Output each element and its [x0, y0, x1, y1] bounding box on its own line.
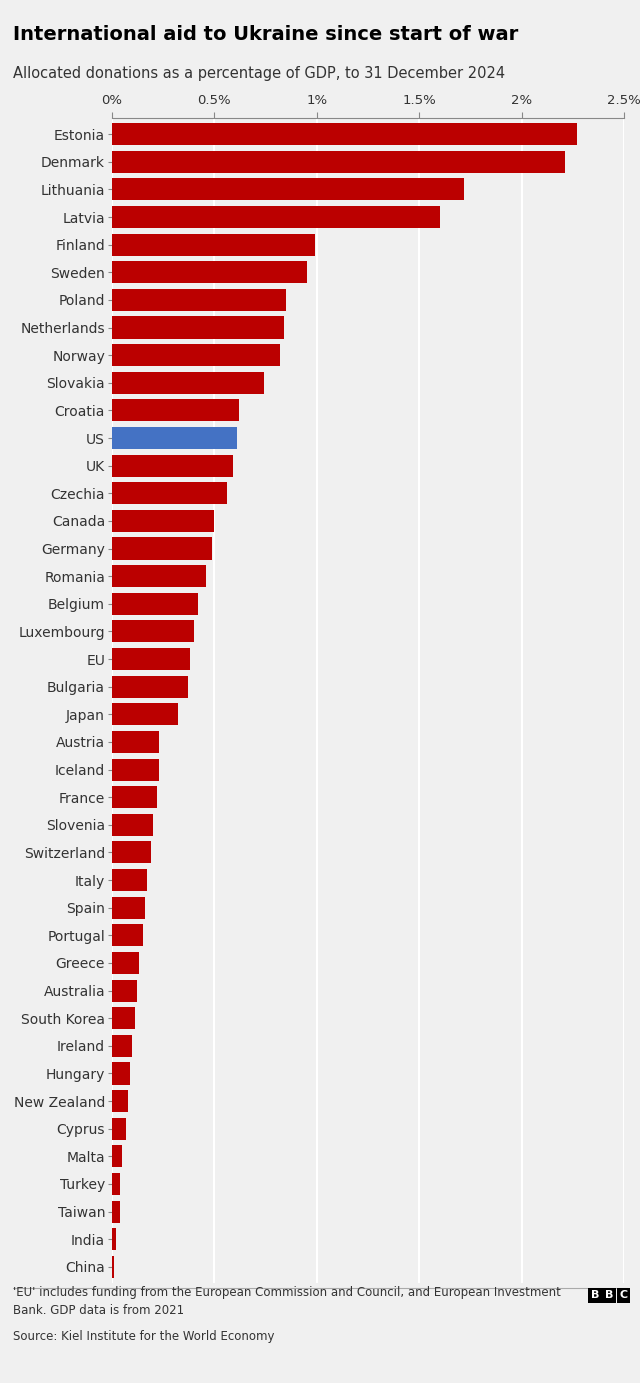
- Bar: [112, 813, 153, 835]
- Bar: [112, 261, 307, 284]
- Bar: [112, 841, 151, 863]
- Bar: [112, 1256, 114, 1278]
- Bar: [112, 1173, 120, 1195]
- Bar: [112, 151, 564, 173]
- Bar: [112, 924, 143, 946]
- Bar: [112, 123, 577, 145]
- Text: 'EU' includes funding from the European Commission and Council, and European Inv: 'EU' includes funding from the European …: [13, 1286, 561, 1317]
- Bar: [112, 289, 286, 311]
- Text: C: C: [620, 1290, 627, 1300]
- Bar: [112, 1200, 120, 1223]
- Bar: [112, 1145, 122, 1167]
- Bar: [112, 427, 237, 449]
- Bar: [112, 1034, 132, 1057]
- Bar: [112, 206, 440, 228]
- Bar: [112, 703, 177, 725]
- Bar: [112, 566, 206, 588]
- Bar: [112, 1117, 126, 1140]
- Text: Allocated donations as a percentage of GDP, to 31 December 2024: Allocated donations as a percentage of G…: [13, 66, 505, 82]
- Bar: [112, 1062, 131, 1084]
- Text: B: B: [605, 1290, 614, 1300]
- Bar: [112, 1090, 129, 1112]
- Bar: [112, 730, 159, 752]
- Bar: [112, 1007, 134, 1029]
- Bar: [112, 317, 284, 339]
- Bar: [112, 1228, 116, 1250]
- Bar: [112, 979, 136, 1001]
- Bar: [112, 483, 227, 505]
- Bar: [112, 758, 159, 780]
- Text: B: B: [591, 1290, 600, 1300]
- Bar: [112, 676, 188, 698]
- Bar: [112, 649, 190, 671]
- Bar: [112, 593, 198, 615]
- Text: Source: Kiel Institute for the World Economy: Source: Kiel Institute for the World Eco…: [13, 1330, 275, 1343]
- Bar: [112, 952, 139, 974]
- Bar: [112, 538, 212, 560]
- Bar: [112, 234, 315, 256]
- Bar: [112, 178, 464, 201]
- Bar: [112, 344, 280, 366]
- Bar: [112, 400, 239, 422]
- Bar: [112, 510, 214, 532]
- Bar: [112, 896, 145, 918]
- Text: International aid to Ukraine since start of war: International aid to Ukraine since start…: [13, 25, 518, 44]
- Bar: [112, 869, 147, 891]
- Bar: [112, 455, 233, 477]
- Bar: [112, 372, 264, 394]
- Bar: [112, 621, 194, 643]
- Bar: [112, 786, 157, 808]
